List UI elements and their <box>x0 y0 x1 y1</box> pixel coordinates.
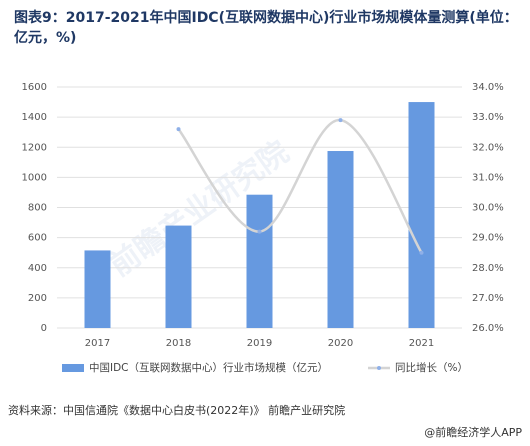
source: 资料来源：中国信通院《数据中心白皮书(2022年)》 前瞻产业研究院 <box>8 403 345 417</box>
y2-tick-label: 29.0% <box>472 233 504 244</box>
bar <box>84 250 111 328</box>
y2-tick-label: 27.0% <box>472 293 504 304</box>
x-tick-label: 2017 <box>85 338 110 349</box>
y-tick-label: 1000 <box>22 172 47 183</box>
y2-tick-label: 31.0% <box>472 172 504 183</box>
bar <box>165 225 192 328</box>
bar <box>408 102 435 328</box>
legend-swatch <box>62 364 84 372</box>
y2-tick-label: 30.0% <box>472 203 504 214</box>
y-tick-label: 0 <box>41 323 47 334</box>
line-point <box>419 250 424 255</box>
legend-label: 同比增长（%） <box>395 361 468 374</box>
line-point <box>176 127 181 132</box>
y2-tick-label: 34.0% <box>472 82 504 93</box>
legend-swatch-point <box>377 366 381 370</box>
x-tick-label: 2019 <box>247 338 272 349</box>
y-tick-label: 1600 <box>22 82 47 93</box>
y2-tick-label: 28.0% <box>472 263 504 274</box>
line <box>177 118 423 254</box>
line-point <box>338 118 343 123</box>
x-tick-label: 2018 <box>166 338 191 349</box>
y-tick-label: 400 <box>28 263 47 274</box>
chart-title: 图表9：2017-2021年中国IDC(互联网数据中心)行业市场规模体量测算(单… <box>14 10 518 46</box>
bar <box>327 151 354 328</box>
y2-tick-label: 26.0% <box>472 323 504 334</box>
line-point <box>257 229 262 234</box>
credit: @前瞻经济学人APP <box>424 425 522 439</box>
bar <box>246 194 273 328</box>
y2-tick-label: 33.0% <box>472 112 504 123</box>
x-tick-label: 2020 <box>328 338 353 349</box>
y-tick-label: 800 <box>28 203 47 214</box>
y-tick-label: 600 <box>28 233 47 244</box>
legend-label: 中国IDC（互联网数据中心）行业市场规模（亿元） <box>89 361 328 374</box>
y-tick-label: 200 <box>28 293 47 304</box>
y-tick-label: 1400 <box>22 112 47 123</box>
x-tick-label: 2021 <box>409 338 434 349</box>
y2-tick-label: 32.0% <box>472 142 504 153</box>
y-tick-label: 1200 <box>22 142 47 153</box>
